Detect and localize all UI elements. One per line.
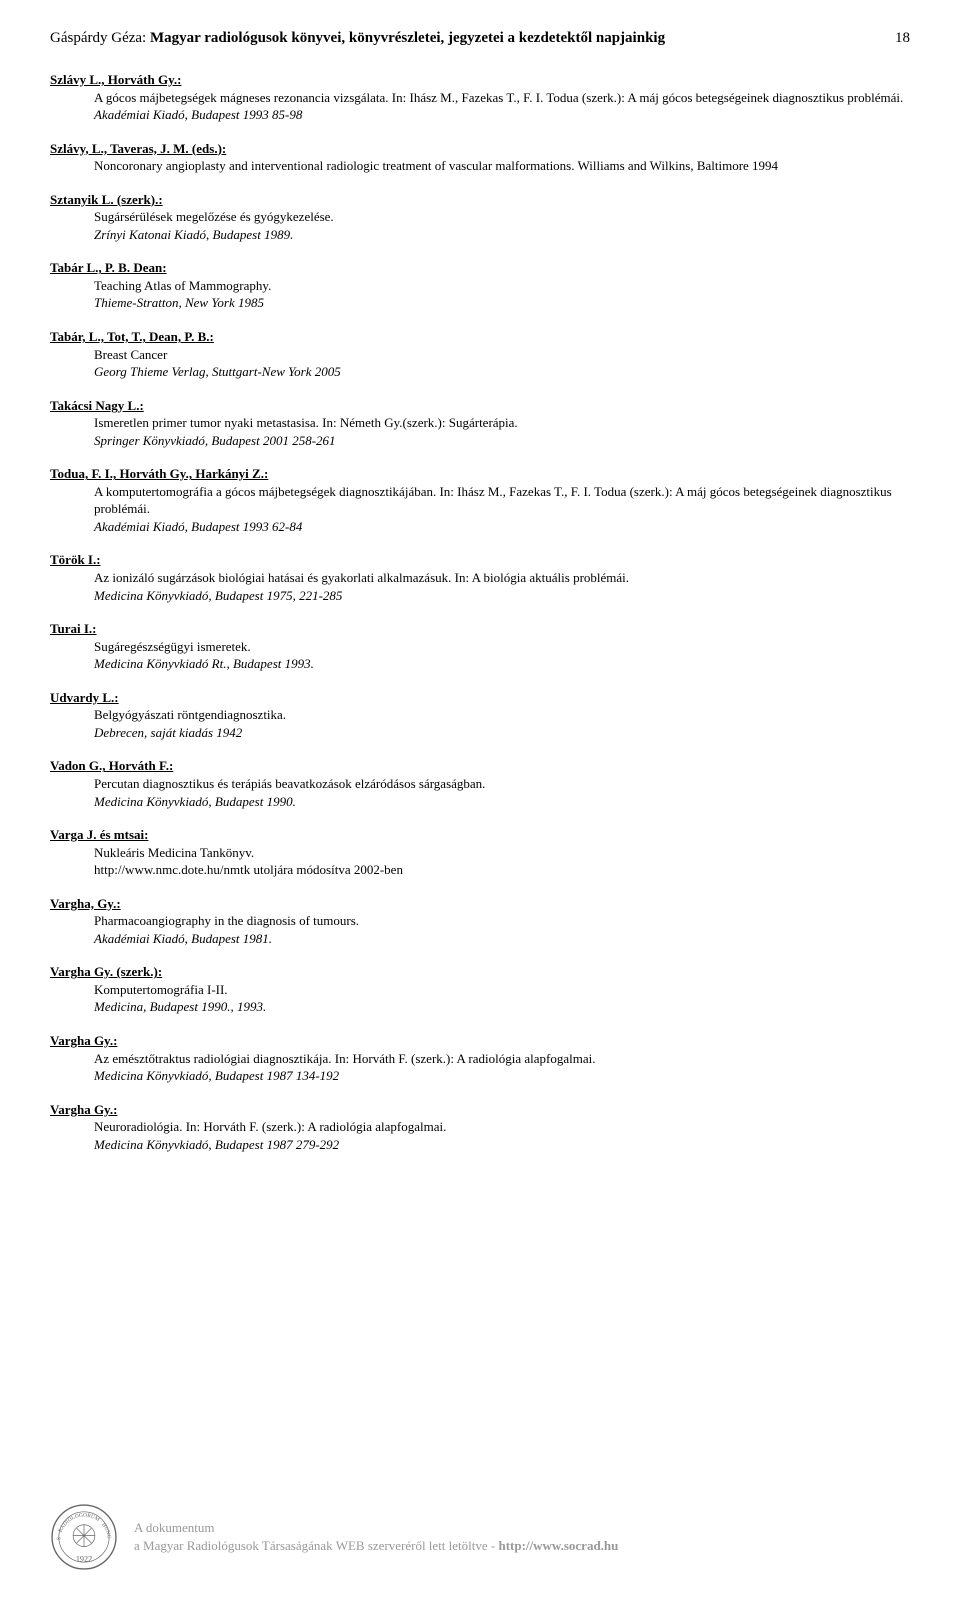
entry-author: Szlávy, L., Taveras, J. M. (eds.):	[50, 140, 910, 158]
bibliography-entry: Tabár L., P. B. Dean:Teaching Atlas of M…	[50, 259, 910, 312]
entry-publisher: Medicina Könyvkiadó, Budapest 1975, 221-…	[94, 587, 910, 605]
entry-author: Todua, F. I., Horváth Gy., Harkányi Z.:	[50, 465, 910, 483]
entry-body: Percutan diagnosztikus és terápiás beava…	[50, 775, 910, 810]
entry-title: Ismeretlen primer tumor nyaki metastasis…	[94, 414, 910, 432]
entry-body: Pharmacoangiography in the diagnosis of …	[50, 912, 910, 947]
bibliography-entry: Szlávy L., Horváth Gy.:A gócos májbetegs…	[50, 71, 910, 124]
entry-publisher: Debrecen, saját kiadás 1942	[94, 724, 910, 742]
bibliography-entry: Tabár, L., Tot, T., Dean, P. B.:Breast C…	[50, 328, 910, 381]
entry-title: Sugársérülések megelőzése és gyógykezelé…	[94, 208, 910, 226]
entry-body: Nukleáris Medicina Tankönyv.http://www.n…	[50, 844, 910, 879]
entry-author: Varga J. és mtsai:	[50, 826, 910, 844]
bibliography-entry: Todua, F. I., Horváth Gy., Harkányi Z.:A…	[50, 465, 910, 535]
entry-title: Az emésztőtraktus radiológiai diagnoszti…	[94, 1050, 910, 1068]
footer-text: A dokumentum a Magyar Radiológusok Társa…	[134, 1519, 618, 1555]
entry-title: Breast Cancer	[94, 346, 910, 364]
seal-year: 1922	[76, 1554, 92, 1563]
entry-author: Udvardy L.:	[50, 689, 910, 707]
svg-text:SOCIETAS · RADIOLOGORUM · HUNG: SOCIETAS · RADIOLOGORUM · HUNGARORUM	[50, 1503, 112, 1540]
entry-title: Neuroradiológia. In: Horváth F. (szerk.)…	[94, 1118, 910, 1136]
bibliography-entry: Vadon G., Horváth F.:Percutan diagnoszti…	[50, 757, 910, 810]
entry-publisher: Medicina Könyvkiadó, Budapest 1990.	[94, 793, 910, 811]
entry-body: Noncoronary angioplasty and intervention…	[50, 157, 910, 175]
entry-body: Az emésztőtraktus radiológiai diagnoszti…	[50, 1050, 910, 1085]
header-title: Gáspárdy Géza: Magyar radiológusok könyv…	[50, 30, 665, 47]
entry-title: Teaching Atlas of Mammography.	[94, 277, 910, 295]
bibliography-entry: Varga J. és mtsai:Nukleáris Medicina Tan…	[50, 826, 910, 879]
footer-line1: A dokumentum	[134, 1519, 618, 1537]
bibliography-entry: Sztanyik L. (szerk).:Sugársérülések mege…	[50, 191, 910, 244]
bibliography-entry: Vargha Gy. (szerk.):Komputertomográfia I…	[50, 963, 910, 1016]
entry-title: Pharmacoangiography in the diagnosis of …	[94, 912, 910, 930]
entry-publisher: Medicina, Budapest 1990., 1993.	[94, 998, 910, 1016]
entry-publisher: Akadémiai Kiadó, Budapest 1993 85-98	[94, 106, 910, 124]
entry-body: A komputertomográfia a gócos májbetegség…	[50, 483, 910, 536]
entry-author: Vadon G., Horváth F.:	[50, 757, 910, 775]
entry-author: Vargha Gy.:	[50, 1101, 910, 1119]
entry-author: Takácsi Nagy L.:	[50, 397, 910, 415]
entry-body: Teaching Atlas of Mammography.Thieme-Str…	[50, 277, 910, 312]
entry-author: Sztanyik L. (szerk).:	[50, 191, 910, 209]
entry-title: Komputertomográfia I-II.	[94, 981, 910, 999]
entry-publisher: Akadémiai Kiadó, Budapest 1993 62-84	[94, 518, 910, 536]
header-subject: Magyar radiológusok könyvei, könyvrészle…	[150, 30, 665, 46]
entry-author: Vargha Gy.:	[50, 1032, 910, 1050]
entry-author: Török I.:	[50, 551, 910, 569]
entry-body: Az ionizáló sugárzások biológiai hatásai…	[50, 569, 910, 604]
bibliography-list: Szlávy L., Horváth Gy.:A gócos májbetegs…	[50, 71, 910, 1153]
entry-author: Vargha, Gy.:	[50, 895, 910, 913]
entry-body: Komputertomográfia I-II.Medicina, Budape…	[50, 981, 910, 1016]
entry-title: Noncoronary angioplasty and intervention…	[94, 157, 910, 175]
entry-title: Belgyógyászati röntgendiagnosztika.	[94, 706, 910, 724]
entry-publisher: Springer Könyvkiadó, Budapest 2001 258-2…	[94, 432, 910, 450]
bibliography-entry: Udvardy L.:Belgyógyászati röntgendiagnos…	[50, 689, 910, 742]
bibliography-entry: Vargha Gy.:Az emésztőtraktus radiológiai…	[50, 1032, 910, 1085]
entry-publisher: Medicina Könyvkiadó Rt., Budapest 1993.	[94, 655, 910, 673]
entry-publisher: Medicina Könyvkiadó, Budapest 1987 134-1…	[94, 1067, 910, 1085]
entry-author: Tabár, L., Tot, T., Dean, P. B.:	[50, 328, 910, 346]
footer-line2: a Magyar Radiológusok Társaságának WEB s…	[134, 1537, 618, 1555]
bibliography-entry: Szlávy, L., Taveras, J. M. (eds.):Noncor…	[50, 140, 910, 175]
header-author: Gáspárdy Géza:	[50, 30, 150, 46]
bibliography-entry: Török I.:Az ionizáló sugárzások biológia…	[50, 551, 910, 604]
entry-body: Neuroradiológia. In: Horváth F. (szerk.)…	[50, 1118, 910, 1153]
bibliography-entry: Vargha, Gy.:Pharmacoangiography in the d…	[50, 895, 910, 948]
entry-author: Vargha Gy. (szerk.):	[50, 963, 910, 981]
entry-body: Sugáregészségügyi ismeretek.Medicina Kön…	[50, 638, 910, 673]
entry-body: Belgyógyászati röntgendiagnosztika.Debre…	[50, 706, 910, 741]
entry-publisher: Thieme-Stratton, New York 1985	[94, 294, 910, 312]
bibliography-entry: Vargha Gy.:Neuroradiológia. In: Horváth …	[50, 1101, 910, 1154]
entry-body: A gócos májbetegségek mágneses rezonanci…	[50, 89, 910, 124]
entry-title: Az ionizáló sugárzások biológiai hatásai…	[94, 569, 910, 587]
entry-body: Ismeretlen primer tumor nyaki metastasis…	[50, 414, 910, 449]
entry-author: Tabár L., P. B. Dean:	[50, 259, 910, 277]
entry-body: Breast CancerGeorg Thieme Verlag, Stuttg…	[50, 346, 910, 381]
page-footer: SOCIETAS · RADIOLOGORUM · HUNGARORUM 192…	[0, 1503, 960, 1571]
entry-author: Turai I.:	[50, 620, 910, 638]
entry-publisher: Medicina Könyvkiadó, Budapest 1987 279-2…	[94, 1136, 910, 1154]
entry-publisher: Georg Thieme Verlag, Stuttgart-New York …	[94, 363, 910, 381]
bibliography-entry: Turai I.:Sugáregészségügyi ismeretek.Med…	[50, 620, 910, 673]
bibliography-entry: Takácsi Nagy L.:Ismeretlen primer tumor …	[50, 397, 910, 450]
page: Gáspárdy Géza: Magyar radiológusok könyv…	[0, 0, 960, 1599]
entry-title: Sugáregészségügyi ismeretek.	[94, 638, 910, 656]
page-number: 18	[895, 30, 910, 47]
entry-title: A gócos májbetegségek mágneses rezonanci…	[94, 89, 910, 107]
entry-author: Szlávy L., Horváth Gy.:	[50, 71, 910, 89]
entry-publisher: Zrínyi Katonai Kiadó, Budapest 1989.	[94, 226, 910, 244]
page-header: Gáspárdy Géza: Magyar radiológusok könyv…	[50, 30, 910, 47]
entry-title: Percutan diagnosztikus és terápiás beava…	[94, 775, 910, 793]
footer-line2-text: a Magyar Radiológusok Társaságának WEB s…	[134, 1538, 498, 1553]
entry-title: A komputertomográfia a gócos májbetegség…	[94, 483, 910, 518]
entry-publisher: Akadémiai Kiadó, Budapest 1981.	[94, 930, 910, 948]
society-seal-icon: SOCIETAS · RADIOLOGORUM · HUNGARORUM 192…	[50, 1503, 118, 1571]
entry-title: Nukleáris Medicina Tankönyv.http://www.n…	[94, 844, 910, 879]
entry-body: Sugársérülések megelőzése és gyógykezelé…	[50, 208, 910, 243]
footer-url[interactable]: http://www.socrad.hu	[498, 1538, 618, 1553]
